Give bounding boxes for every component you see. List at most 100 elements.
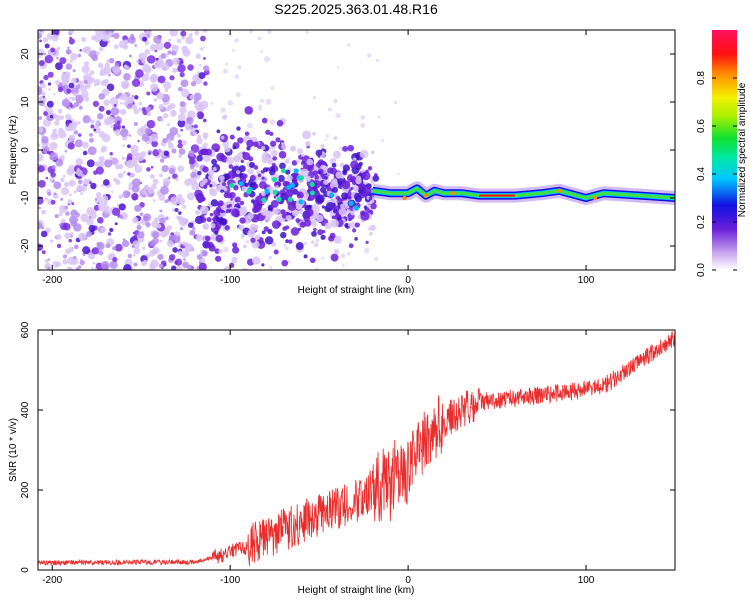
noise-speckle bbox=[325, 138, 328, 141]
signal-blob bbox=[236, 202, 240, 207]
carrier-hotspot bbox=[557, 188, 562, 193]
signal-blob bbox=[216, 129, 221, 134]
noise-speckle bbox=[347, 43, 351, 47]
noise-speckle bbox=[169, 75, 175, 81]
noise-speckle bbox=[73, 244, 79, 250]
noise-speckle bbox=[103, 78, 109, 85]
signal-blob bbox=[372, 175, 380, 182]
signal-blob bbox=[232, 246, 240, 254]
signal-blob bbox=[347, 144, 355, 152]
signal-blob bbox=[311, 230, 317, 237]
noise-speckle bbox=[196, 137, 203, 145]
noise-speckle bbox=[163, 150, 170, 157]
signal-blob bbox=[223, 145, 231, 153]
signal-blob bbox=[332, 150, 341, 159]
noise-speckle bbox=[130, 96, 135, 101]
noise-speckle bbox=[360, 115, 366, 120]
noise-speckle bbox=[190, 172, 197, 178]
noise-speckle bbox=[270, 86, 275, 90]
noise-speckle bbox=[61, 98, 71, 108]
noise-speckle bbox=[195, 53, 201, 59]
signal-blob bbox=[370, 202, 377, 210]
noise-speckle bbox=[43, 52, 47, 56]
signal-blob bbox=[344, 223, 350, 228]
noise-speckle bbox=[112, 207, 121, 216]
noise-speckle bbox=[133, 247, 141, 255]
signal-blob bbox=[325, 202, 335, 211]
noise-speckle bbox=[77, 179, 83, 185]
noise-speckle bbox=[127, 253, 133, 259]
noise-speckle bbox=[163, 113, 169, 119]
noise-speckle bbox=[58, 127, 64, 134]
noise-speckle bbox=[91, 35, 97, 41]
noise-speckle bbox=[55, 158, 64, 167]
noise-speckle bbox=[193, 92, 202, 101]
signal-blob bbox=[260, 169, 265, 174]
noise-speckle bbox=[96, 241, 103, 248]
signal-blob bbox=[309, 257, 316, 264]
snr-y-label: SNR (10 * v/v) bbox=[8, 418, 19, 482]
noise-speckle bbox=[107, 254, 114, 261]
noise-speckle bbox=[59, 57, 67, 65]
signal-blob bbox=[331, 215, 336, 220]
noise-speckle bbox=[149, 240, 156, 247]
noise-speckle bbox=[40, 82, 46, 89]
noise-speckle bbox=[167, 50, 172, 55]
colorbar-tick-label: 0.0 bbox=[696, 263, 707, 277]
signal-blob bbox=[238, 224, 245, 231]
noise-speckle bbox=[285, 246, 289, 251]
noise-speckle bbox=[237, 65, 242, 70]
noise-speckle bbox=[177, 193, 183, 200]
noise-speckle bbox=[68, 246, 74, 252]
signal-blob bbox=[271, 220, 281, 229]
noise-speckle bbox=[81, 65, 90, 74]
noise-speckle bbox=[73, 190, 77, 194]
noise-speckle bbox=[133, 262, 138, 267]
signal-blob bbox=[240, 159, 245, 164]
noise-speckle bbox=[46, 32, 55, 40]
noise-speckle bbox=[150, 133, 159, 142]
signal-blob bbox=[285, 169, 291, 175]
noise-speckle bbox=[49, 141, 58, 151]
colorbar-tick-label: 0.2 bbox=[696, 215, 707, 229]
noise-speckle bbox=[43, 111, 48, 116]
signal-blob bbox=[252, 256, 261, 265]
noise-speckle bbox=[189, 164, 195, 170]
colorbar-tick-label: 0.6 bbox=[696, 119, 707, 133]
noise-speckle bbox=[257, 106, 262, 111]
signal-blob bbox=[285, 211, 289, 216]
noise-speckle bbox=[341, 263, 345, 267]
signal-blob bbox=[358, 161, 363, 166]
noise-speckle bbox=[321, 256, 325, 260]
signal-blob bbox=[327, 167, 334, 174]
noise-speckle bbox=[108, 73, 111, 77]
noise-speckle bbox=[58, 212, 63, 217]
noise-speckle bbox=[235, 92, 241, 98]
signal-peak bbox=[272, 189, 278, 195]
noise-speckle bbox=[101, 33, 110, 42]
noise-speckle bbox=[91, 267, 94, 270]
noise-speckle bbox=[178, 148, 186, 155]
spectrogram-y-tick-label: 0 bbox=[20, 147, 31, 153]
signal-blob bbox=[209, 184, 213, 188]
signal-blob bbox=[273, 249, 279, 255]
noise-speckle bbox=[125, 159, 135, 169]
signal-blob bbox=[312, 170, 319, 176]
noise-speckle bbox=[167, 142, 174, 149]
signal-blob bbox=[347, 222, 352, 227]
noise-speckle bbox=[159, 217, 166, 225]
noise-speckle bbox=[86, 218, 94, 226]
noise-speckle bbox=[203, 81, 208, 86]
signal-blob bbox=[228, 164, 234, 169]
noise-speckle bbox=[153, 199, 156, 202]
spectrogram-y-label: Frequency (Hz) bbox=[8, 116, 19, 185]
noise-speckle bbox=[128, 54, 132, 58]
signal-peak bbox=[348, 200, 354, 206]
noise-speckle bbox=[167, 138, 172, 143]
noise-speckle bbox=[90, 124, 95, 129]
noise-speckle bbox=[134, 165, 143, 174]
noise-speckle bbox=[103, 159, 113, 168]
noise-speckle bbox=[44, 43, 50, 49]
noise-speckle bbox=[88, 137, 94, 143]
